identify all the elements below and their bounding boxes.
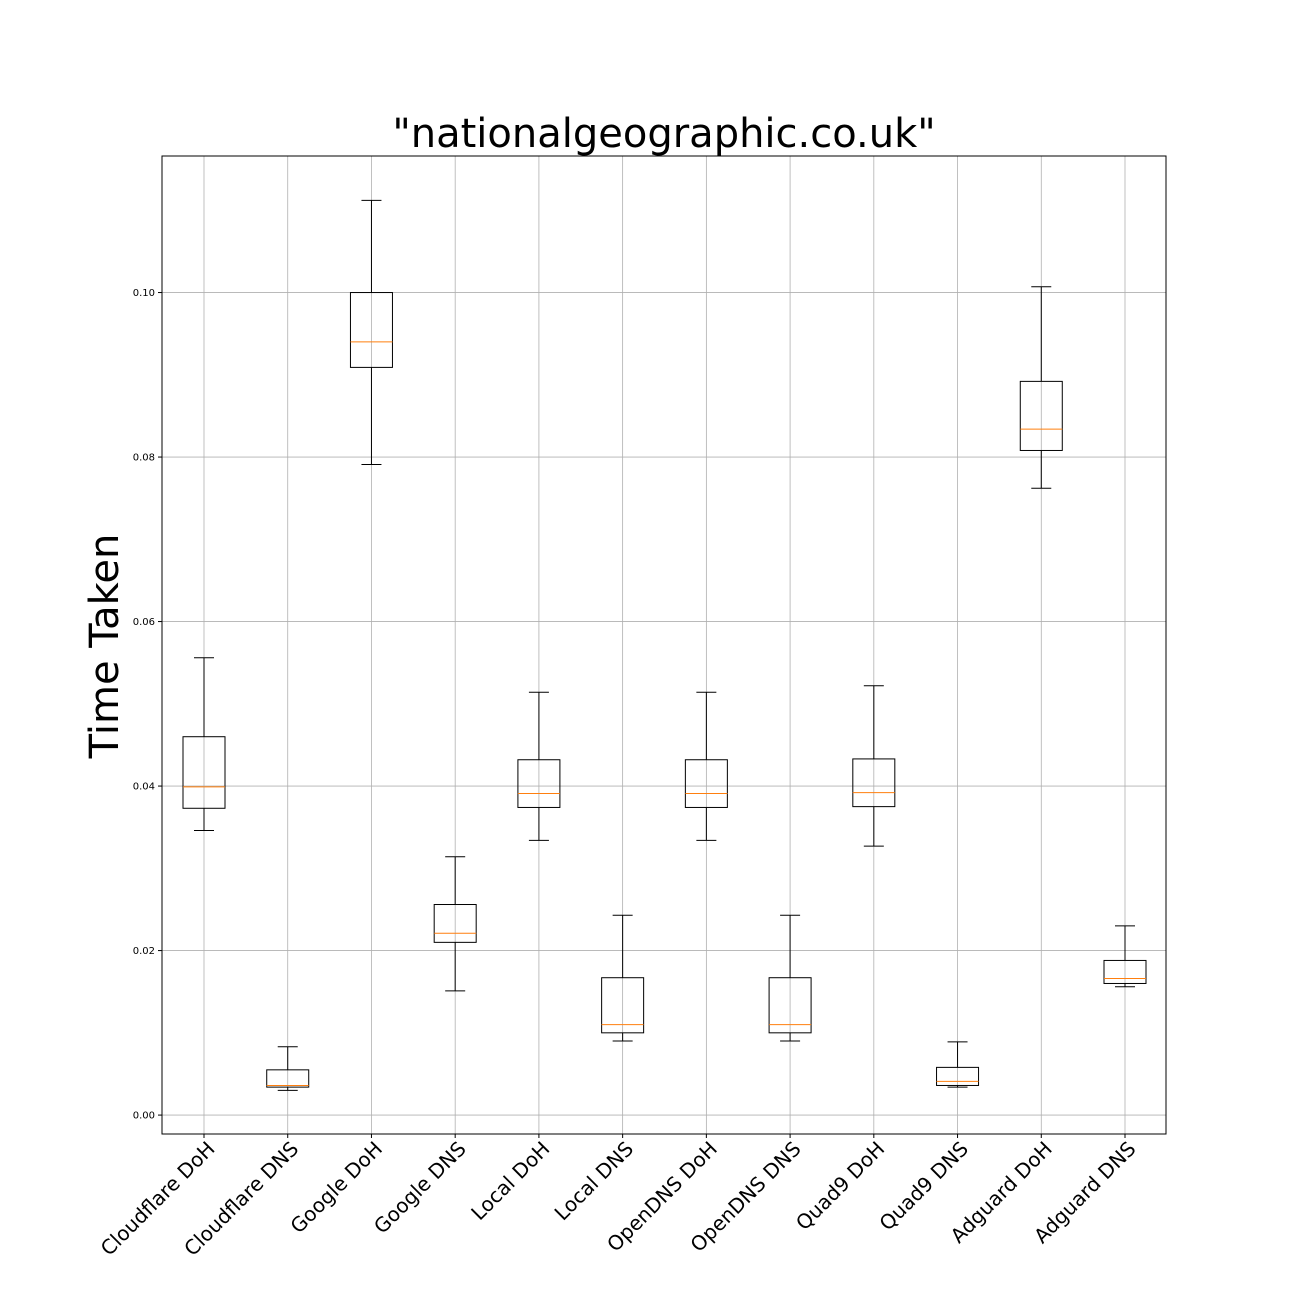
y-tick-label-2: 0.04: [133, 782, 155, 793]
iqr-box-google-doh: [349, 292, 393, 368]
y-tick-label-1: 0.02: [133, 946, 155, 957]
iqr-box-cloudflare-dns: [266, 1069, 310, 1088]
box-opendns-doh: [684, 691, 728, 841]
y-tick-label-4: 0.08: [133, 453, 155, 464]
iqr-box-adguard-dns: [1103, 959, 1147, 984]
box-google-doh: [349, 199, 393, 465]
y-tick-label-5: 0.10: [133, 288, 155, 299]
box-google-dns: [433, 856, 477, 992]
iqr-box-local-dns: [601, 977, 645, 1034]
y-tick-label-0: 0.00: [133, 1111, 155, 1122]
box-quad9-doh: [852, 685, 896, 847]
iqr-box-local-doh: [517, 759, 561, 808]
grid-lines: [162, 156, 1166, 1134]
iqr-box-adguard-doh: [1019, 380, 1063, 451]
box-cloudflare-doh: [182, 657, 226, 831]
y-axis-ticks: 0.00 0.02 0.04 0.06 0.08 0.10: [133, 288, 162, 1122]
box-cloudflare-dns: [266, 1046, 310, 1091]
plot-area-frame: [161, 155, 1167, 1135]
box-adguard-dns: [1103, 925, 1147, 988]
iqr-box-opendns-dns: [768, 977, 812, 1034]
iqr-box-google-dns: [433, 904, 477, 943]
box-adguard-doh: [1019, 286, 1063, 489]
box-quad9-dns: [936, 1041, 980, 1088]
iqr-box-quad9-doh: [852, 758, 896, 808]
y-axis-label: Time Taken: [82, 534, 128, 760]
iqr-box-opendns-doh: [684, 759, 728, 808]
y-tick-label-3: 0.06: [133, 617, 155, 628]
iqr-box-cloudflare-doh: [182, 736, 226, 809]
chart-title: "nationalgeographic.co.uk": [392, 111, 935, 157]
x-tick-label-8: Quad9 DoH: [791, 1137, 889, 1235]
x-tick-label-4: Local DoH: [466, 1137, 554, 1225]
box-local-doh: [517, 691, 561, 841]
box-opendns-dns: [768, 914, 812, 1042]
box-series: [182, 199, 1147, 1091]
iqr-box-quad9-dns: [936, 1066, 980, 1086]
box-local-dns: [601, 914, 645, 1042]
x-tick-label-5: Local DNS: [550, 1137, 639, 1226]
